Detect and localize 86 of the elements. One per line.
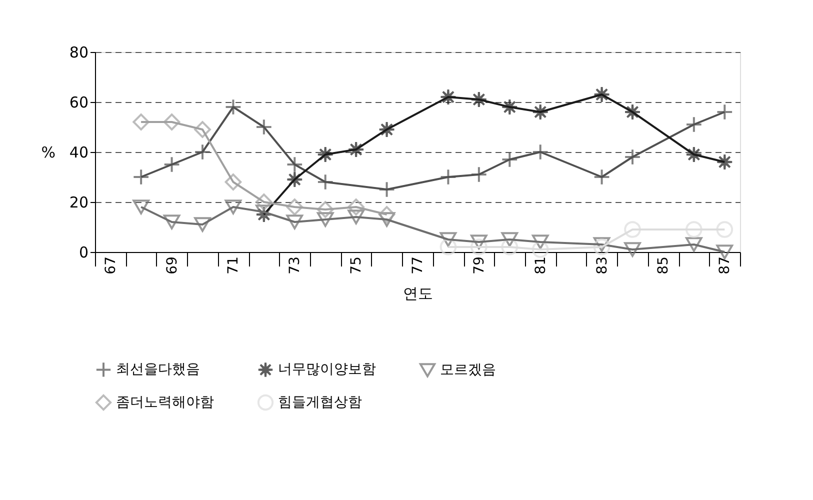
point	[224, 174, 242, 190]
y-tick-label: 40	[69, 144, 88, 162]
point	[501, 238, 518, 256]
point	[716, 244, 734, 260]
point	[470, 166, 488, 183]
x-tick-label: 67	[102, 256, 119, 274]
point	[256, 194, 272, 210]
point	[286, 171, 304, 188]
x-tick-label: 85	[656, 256, 672, 274]
x-tick-label: 87	[717, 256, 734, 274]
point	[286, 156, 304, 173]
point	[593, 237, 610, 252]
point	[378, 206, 396, 223]
point	[470, 238, 488, 256]
point	[686, 116, 702, 133]
point	[286, 214, 304, 230]
x-tick-label: 69	[164, 256, 180, 274]
point	[470, 234, 488, 250]
point	[163, 156, 180, 173]
point	[532, 144, 549, 160]
y-axis-title: %	[41, 144, 56, 162]
y-tick-label: 20	[69, 194, 88, 212]
point	[224, 98, 242, 116]
point	[686, 221, 702, 238]
point	[532, 104, 549, 120]
point	[624, 104, 641, 120]
point	[132, 168, 150, 186]
point	[624, 221, 641, 238]
point	[132, 114, 150, 130]
point	[624, 148, 641, 166]
x-axis-title: 연도	[403, 284, 433, 302]
x-tick-label: 75	[348, 256, 365, 274]
legend-label: 좀더노력해야함	[116, 394, 214, 410]
point	[316, 174, 334, 190]
point	[593, 86, 610, 103]
point	[224, 200, 242, 214]
x-tick-label: 79	[471, 256, 488, 274]
legend-label: 최선을다했음	[116, 362, 200, 378]
point	[440, 168, 457, 186]
point	[440, 238, 457, 256]
point	[378, 121, 396, 138]
point	[686, 146, 702, 163]
point	[256, 206, 272, 223]
legend-label: 모르겠음	[440, 362, 496, 378]
point	[470, 91, 488, 108]
point	[286, 198, 304, 216]
x-tick-label: 71	[226, 256, 242, 274]
point	[348, 141, 364, 158]
point	[593, 238, 610, 256]
y-tick-label: 0	[78, 244, 88, 262]
point	[501, 232, 518, 247]
legend-label: 힘들게협상함	[278, 394, 362, 410]
point	[501, 98, 518, 116]
point	[256, 118, 272, 136]
point	[624, 242, 641, 257]
x-tick-label: 73	[287, 256, 304, 274]
x-tick-label: 83	[594, 256, 610, 274]
point	[163, 214, 180, 230]
point	[163, 114, 180, 130]
x-tick-label: 81	[532, 256, 549, 274]
point	[316, 212, 334, 227]
point	[532, 234, 549, 250]
point	[378, 212, 396, 227]
y-tick-label: 80	[69, 44, 88, 62]
point	[440, 88, 457, 106]
x-tick-label: 77	[410, 256, 426, 274]
point	[194, 217, 211, 232]
point	[348, 210, 364, 224]
point	[593, 168, 610, 186]
point	[256, 204, 272, 220]
point	[378, 181, 396, 198]
legend-label: 너무많이양보함	[278, 362, 376, 378]
point	[132, 200, 150, 214]
point	[716, 104, 734, 120]
point	[501, 151, 518, 168]
point	[194, 144, 211, 160]
y-tick-label: 60	[69, 94, 88, 112]
point	[716, 154, 734, 170]
point	[686, 237, 702, 252]
point	[316, 201, 334, 218]
point	[716, 221, 734, 238]
point	[348, 198, 364, 216]
point	[316, 146, 334, 163]
point	[194, 121, 211, 138]
point	[440, 232, 457, 247]
point	[532, 241, 549, 258]
